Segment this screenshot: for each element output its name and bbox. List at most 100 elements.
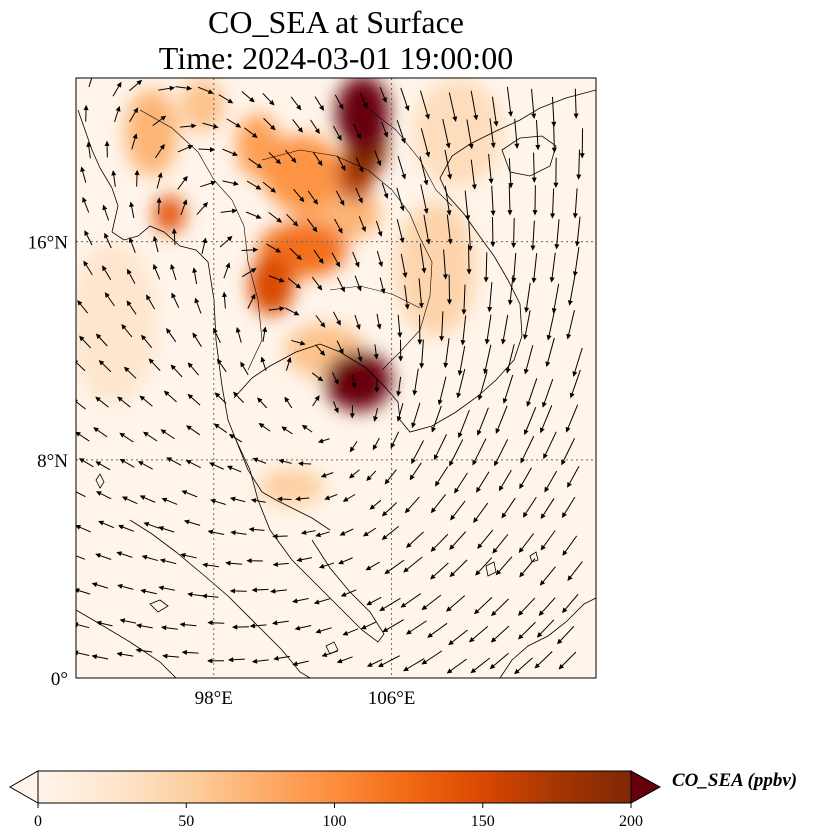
wind-arrowhead	[526, 401, 532, 407]
wind-arrowhead	[121, 496, 128, 502]
wind-arrowhead	[95, 620, 102, 626]
wind-arrow	[444, 338, 450, 368]
wind-arrowhead	[399, 237, 405, 244]
co-hotspot	[413, 78, 503, 188]
wind-arrowhead	[400, 137, 406, 144]
wind-arrow	[76, 491, 86, 498]
wind-arrowhead	[216, 358, 223, 365]
wind-arrowhead	[248, 526, 255, 533]
wind-arrowhead	[335, 261, 341, 268]
wind-arrowhead	[524, 307, 530, 313]
wind-arrowhead	[431, 426, 437, 433]
wind-arrow	[468, 221, 471, 251]
wind-arrowhead	[561, 512, 567, 518]
co-hotspot	[336, 78, 390, 152]
wind-arrowhead	[102, 265, 107, 272]
wind-arrowhead	[98, 359, 105, 366]
wind-arrowhead	[551, 307, 557, 314]
wind-arrowhead	[377, 231, 383, 237]
wind-arrowhead	[116, 651, 123, 657]
wind-arrowhead	[278, 277, 285, 283]
wind-arrowhead	[256, 163, 263, 169]
wind-arrowhead	[318, 258, 324, 264]
wind-arrow	[525, 282, 531, 312]
wind-arrowhead	[457, 370, 463, 376]
wind-arrowhead	[76, 431, 81, 437]
wind-arrowhead	[207, 529, 214, 535]
longitude-tick-label: 106°E	[368, 688, 416, 709]
wind-vectors	[76, 78, 585, 675]
wind-arrow	[444, 149, 451, 179]
wind-arrowhead	[425, 238, 431, 245]
wind-arrowhead	[546, 334, 552, 341]
wind-arrowhead	[128, 237, 134, 243]
wind-arrowhead	[358, 197, 363, 204]
wind-arrowhead	[187, 393, 194, 400]
wind-arrow	[413, 368, 419, 395]
wind-arrow	[561, 438, 576, 465]
wind-arrowhead	[320, 322, 326, 328]
wind-arrowhead	[183, 519, 190, 525]
wind-arrowhead	[514, 143, 520, 149]
wind-arrowhead	[567, 481, 572, 488]
wind-arrowhead	[473, 608, 480, 615]
wind-arrowhead	[252, 457, 259, 463]
wind-arrowhead	[140, 334, 147, 341]
wind-arrowhead	[286, 356, 292, 363]
wind-arrow	[442, 118, 450, 148]
wind-arrowhead	[333, 407, 339, 414]
wind-arrowhead	[76, 524, 81, 530]
wind-arrowhead	[104, 292, 110, 298]
wind-arrowhead	[159, 143, 165, 150]
wind-arrowhead	[299, 196, 305, 203]
wind-arrowhead	[381, 534, 388, 540]
wind-arrow	[443, 249, 447, 279]
colorbar-tick-label: 100	[323, 813, 347, 830]
wind-arrowhead	[523, 429, 529, 436]
map-gridlines	[76, 78, 596, 678]
wind-arrow	[488, 282, 493, 312]
wind-arrow	[458, 345, 466, 375]
wind-arrowhead	[292, 220, 299, 227]
wind-arrowhead	[372, 444, 378, 451]
wind-arrowhead	[417, 339, 423, 345]
wind-arrowhead	[319, 350, 326, 356]
wind-arrowhead	[418, 302, 424, 309]
wind-arrow	[574, 246, 580, 276]
wind-arrowhead	[468, 143, 474, 150]
wind-arrowhead	[579, 153, 585, 159]
wind-arrow	[449, 439, 464, 466]
wind-arrowhead	[565, 426, 571, 433]
wind-arrowhead	[186, 85, 193, 91]
wind-arrowhead	[449, 571, 456, 578]
wind-arrowhead	[490, 142, 496, 149]
wind-arrowhead	[159, 558, 166, 564]
wind-arrowhead	[126, 300, 132, 307]
wind-arrow	[520, 436, 535, 463]
wind-arrowhead	[252, 247, 259, 253]
wind-arrow	[470, 159, 476, 189]
wind-arrowhead	[187, 145, 194, 150]
wind-arrowhead	[152, 235, 158, 242]
wind-arrow	[514, 118, 518, 148]
wind-arrowhead	[227, 657, 234, 663]
wind-arrowhead	[381, 510, 388, 517]
wind-arrowhead	[567, 300, 573, 306]
wind-arrow	[569, 275, 576, 305]
wind-arrowhead	[142, 431, 149, 437]
wind-arrow	[457, 368, 466, 398]
colorbar-tick-label: 200	[619, 813, 643, 830]
wind-arrowhead	[262, 326, 268, 333]
wind-arrowhead	[572, 271, 578, 277]
wind-arrow	[489, 118, 495, 148]
wind-arrowhead	[181, 649, 188, 655]
wind-arrowhead	[495, 428, 501, 434]
wind-arrowhead	[446, 210, 452, 216]
wind-arrowhead	[425, 151, 431, 158]
wind-arrowhead	[255, 214, 262, 219]
wind-arrowhead	[86, 141, 92, 148]
wind-arrowhead	[378, 261, 384, 268]
wind-arrowhead	[284, 396, 290, 403]
wind-arrow	[570, 369, 581, 398]
